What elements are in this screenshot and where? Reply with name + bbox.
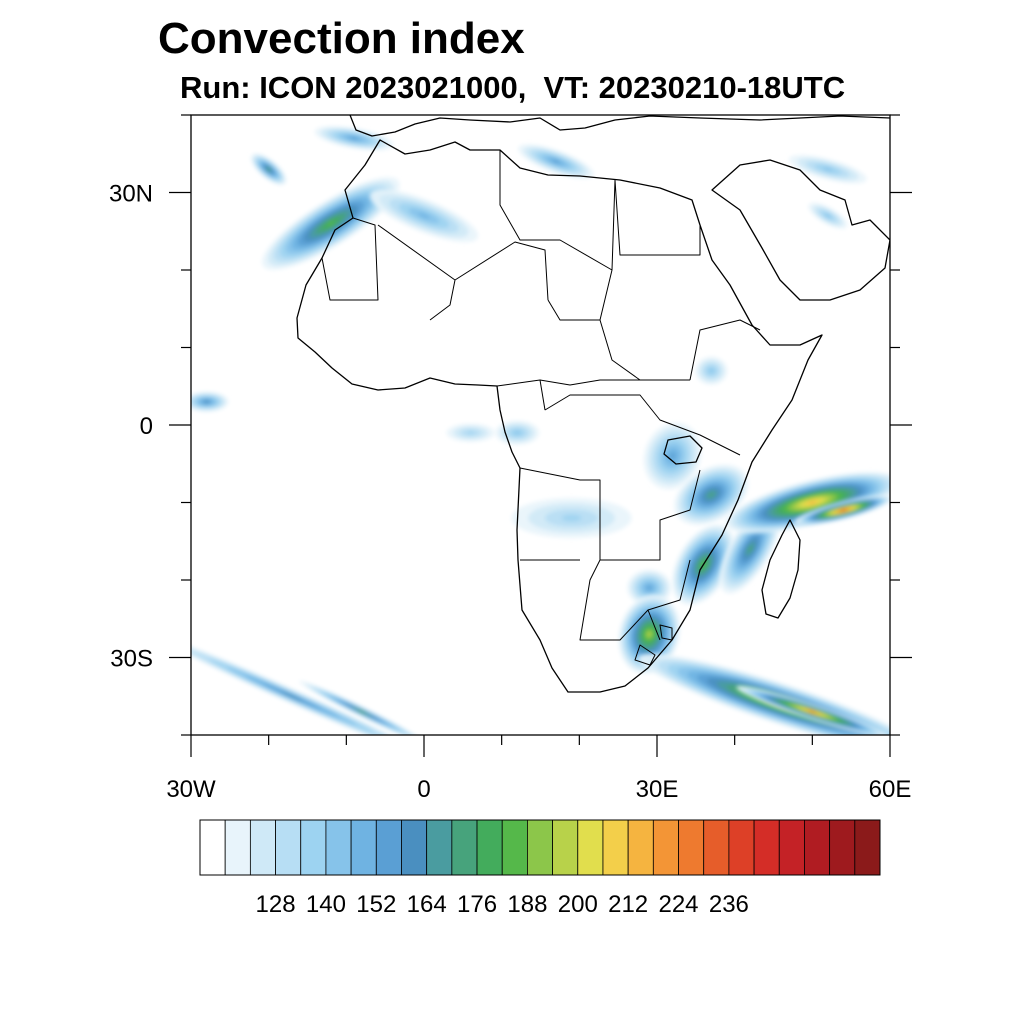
colorbar-frame	[199, 819, 881, 876]
colorbar-swatch	[627, 819, 654, 876]
colorbar-swatch	[476, 819, 503, 876]
lon-tick-label: 60E	[869, 776, 912, 803]
arabia-coastline	[711, 159, 890, 301]
field-gulf-guinea	[446, 423, 495, 442]
colorbar-swatch	[728, 819, 755, 876]
field-algeria-band	[369, 189, 479, 243]
map-title: Convection index	[158, 14, 525, 63]
colorbar-swatch	[249, 819, 276, 876]
colorbar-swatch	[350, 819, 377, 876]
field-lake-victoria	[643, 422, 702, 490]
colorbar-label: 164	[407, 891, 447, 918]
field-indian-ocean-core	[794, 495, 890, 526]
colorbar-swatch	[778, 819, 805, 876]
colorbar-swatch	[401, 819, 428, 876]
map-tick-labels: 30W 0 30E 60E 30N 0 30S	[109, 181, 911, 804]
field-arabia-south	[808, 202, 848, 229]
lon-tick-label: 30W	[166, 776, 216, 803]
country-borders	[321, 150, 761, 666]
colorbar-swatch	[275, 819, 302, 876]
colorbar-label: 152	[356, 891, 396, 918]
colorbar-swatch	[652, 819, 679, 876]
lake-victoria	[663, 435, 703, 465]
map-subtitle: Run: ICON 2023021000, VT: 20230210-18UTC	[180, 70, 846, 105]
colorbar-swatch	[527, 819, 553, 876]
colorbar-swatch	[829, 819, 856, 876]
field-morocco-north	[314, 126, 394, 151]
lat-tick-label: 0	[140, 413, 153, 440]
lat-tick-label: 30S	[110, 646, 153, 673]
colorbar-label: 176	[457, 891, 497, 918]
convection-field-layer	[191, 126, 890, 735]
field-south-atlantic-streak-2	[298, 680, 425, 735]
colorbar-swatch	[753, 819, 780, 876]
colorbar-swatch	[224, 819, 251, 876]
field-nw-africa-band	[261, 177, 400, 270]
colorbar-swatch	[577, 819, 604, 876]
europe-coastline	[349, 115, 890, 137]
field-arabia-north	[789, 155, 867, 184]
colorbar-swatch	[451, 819, 478, 876]
field-mediterranean	[518, 144, 594, 179]
map-ticks	[169, 114, 912, 757]
lon-tick-label: 30E	[636, 776, 679, 803]
field-southern-ocean-core	[736, 685, 889, 735]
colorbar-label: 236	[709, 891, 749, 918]
field-ethiopia	[695, 356, 728, 385]
field-mozambique	[672, 524, 736, 605]
colorbar-label: 140	[306, 891, 346, 918]
field-canary-cell	[250, 153, 287, 185]
colorbar-label: 188	[507, 891, 547, 918]
field-madagascar-channel	[719, 504, 781, 594]
field-south-atlantic-streak	[191, 634, 430, 735]
colorbar-label: 200	[558, 891, 598, 918]
colorbar-swatch	[552, 819, 579, 876]
field-zimbabwe	[627, 569, 672, 606]
madagascar-coastline	[761, 519, 801, 619]
colorbar-swatch	[375, 819, 402, 876]
field-angola-congo	[511, 498, 632, 538]
colorbar-label: 212	[608, 891, 648, 918]
colorbar-swatch	[854, 819, 881, 876]
field-atlantic-eq	[191, 391, 229, 412]
colorbar-label: 128	[256, 891, 296, 918]
colorbar-swatch	[804, 819, 831, 876]
africa-coastline	[296, 139, 823, 693]
colorbar-swatch	[300, 819, 327, 876]
colorbar-label: 224	[658, 891, 698, 918]
colorbar-swatch	[602, 819, 629, 876]
colorbar-swatch	[325, 819, 352, 876]
lat-tick-label: 30N	[109, 181, 153, 208]
colorbar-swatch	[678, 819, 705, 876]
colorbar-swatch	[199, 819, 226, 876]
field-gabon	[495, 420, 540, 445]
colorbar: 128 140 152 164 176 188 200 212 224 236	[199, 819, 881, 918]
lon-tick-label: 0	[417, 776, 430, 803]
field-indian-ocean-band	[724, 472, 890, 533]
coastlines-and-borders	[296, 115, 890, 693]
colorbar-swatch	[501, 819, 528, 876]
colorbar-swatch	[426, 819, 453, 876]
colorbar-swatch	[703, 819, 730, 876]
